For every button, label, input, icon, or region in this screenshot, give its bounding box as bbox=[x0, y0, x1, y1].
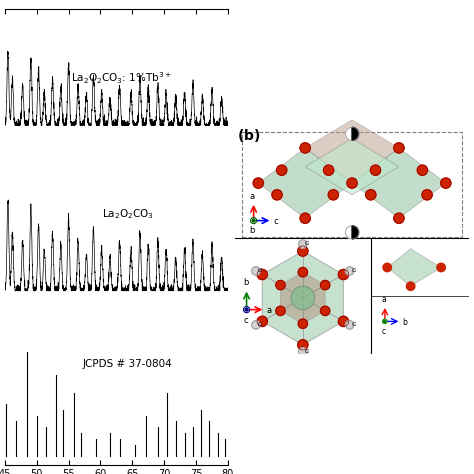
Text: b: b bbox=[249, 227, 255, 236]
Circle shape bbox=[383, 320, 386, 323]
Circle shape bbox=[291, 286, 315, 310]
Circle shape bbox=[298, 319, 308, 328]
Text: $C_i$: $C_i$ bbox=[304, 347, 311, 356]
Circle shape bbox=[383, 263, 392, 272]
Circle shape bbox=[328, 190, 338, 200]
Circle shape bbox=[406, 282, 415, 291]
Text: a: a bbox=[266, 306, 272, 315]
Text: $C_i$: $C_i$ bbox=[304, 239, 311, 248]
Circle shape bbox=[323, 165, 334, 175]
Polygon shape bbox=[305, 138, 399, 195]
Text: $\mathrm{La_2O_2CO_3}$: 1%$\mathrm{Tb^{3+}}$: $\mathrm{La_2O_2CO_3}$: 1%$\mathrm{Tb^{3… bbox=[71, 70, 171, 85]
Polygon shape bbox=[258, 148, 352, 218]
Circle shape bbox=[272, 190, 282, 200]
Text: b: b bbox=[243, 278, 248, 287]
Text: $C_i$: $C_i$ bbox=[257, 266, 264, 275]
Circle shape bbox=[253, 178, 264, 188]
Circle shape bbox=[320, 306, 330, 316]
Text: c: c bbox=[243, 316, 248, 325]
Circle shape bbox=[299, 240, 307, 248]
Circle shape bbox=[298, 340, 308, 350]
Text: $\mathrm{La_2O_2CO_3}$: $\mathrm{La_2O_2CO_3}$ bbox=[101, 207, 154, 221]
Circle shape bbox=[298, 246, 308, 256]
Circle shape bbox=[422, 190, 432, 200]
Circle shape bbox=[257, 269, 267, 280]
Polygon shape bbox=[281, 272, 325, 324]
Circle shape bbox=[346, 267, 354, 275]
Circle shape bbox=[346, 321, 354, 329]
Circle shape bbox=[347, 178, 357, 188]
Polygon shape bbox=[262, 251, 344, 345]
Polygon shape bbox=[352, 148, 446, 218]
Circle shape bbox=[298, 267, 308, 277]
Text: JCPDS # 37-0804: JCPDS # 37-0804 bbox=[82, 359, 173, 369]
Circle shape bbox=[338, 269, 348, 280]
Circle shape bbox=[370, 165, 381, 175]
Circle shape bbox=[441, 178, 451, 188]
Circle shape bbox=[276, 165, 287, 175]
Text: $C_i$: $C_i$ bbox=[257, 320, 264, 329]
Circle shape bbox=[346, 226, 359, 239]
Circle shape bbox=[394, 213, 404, 223]
Circle shape bbox=[365, 190, 376, 200]
Bar bbox=[242, 131, 462, 237]
Wedge shape bbox=[352, 128, 359, 140]
Wedge shape bbox=[352, 226, 359, 239]
Polygon shape bbox=[387, 249, 441, 286]
Text: b: b bbox=[402, 318, 407, 327]
Circle shape bbox=[437, 263, 446, 272]
Circle shape bbox=[276, 280, 285, 290]
Circle shape bbox=[245, 308, 248, 311]
Text: a: a bbox=[249, 191, 255, 201]
Text: a: a bbox=[382, 295, 386, 304]
Circle shape bbox=[394, 143, 404, 153]
Circle shape bbox=[300, 143, 310, 153]
Text: $C_i$: $C_i$ bbox=[351, 320, 358, 329]
Circle shape bbox=[252, 267, 260, 275]
Circle shape bbox=[320, 280, 330, 290]
Circle shape bbox=[276, 306, 285, 316]
Polygon shape bbox=[305, 120, 399, 183]
Text: $C_i$: $C_i$ bbox=[351, 266, 358, 275]
Circle shape bbox=[252, 219, 255, 222]
Circle shape bbox=[338, 316, 348, 327]
Circle shape bbox=[300, 213, 310, 223]
Text: c: c bbox=[382, 327, 385, 336]
Circle shape bbox=[257, 316, 267, 327]
Circle shape bbox=[299, 347, 307, 356]
Circle shape bbox=[252, 321, 260, 329]
Text: c: c bbox=[273, 217, 278, 226]
Circle shape bbox=[346, 128, 359, 140]
Circle shape bbox=[417, 165, 428, 175]
Text: $\mathbf{(b)}$: $\mathbf{(b)}$ bbox=[237, 127, 261, 144]
